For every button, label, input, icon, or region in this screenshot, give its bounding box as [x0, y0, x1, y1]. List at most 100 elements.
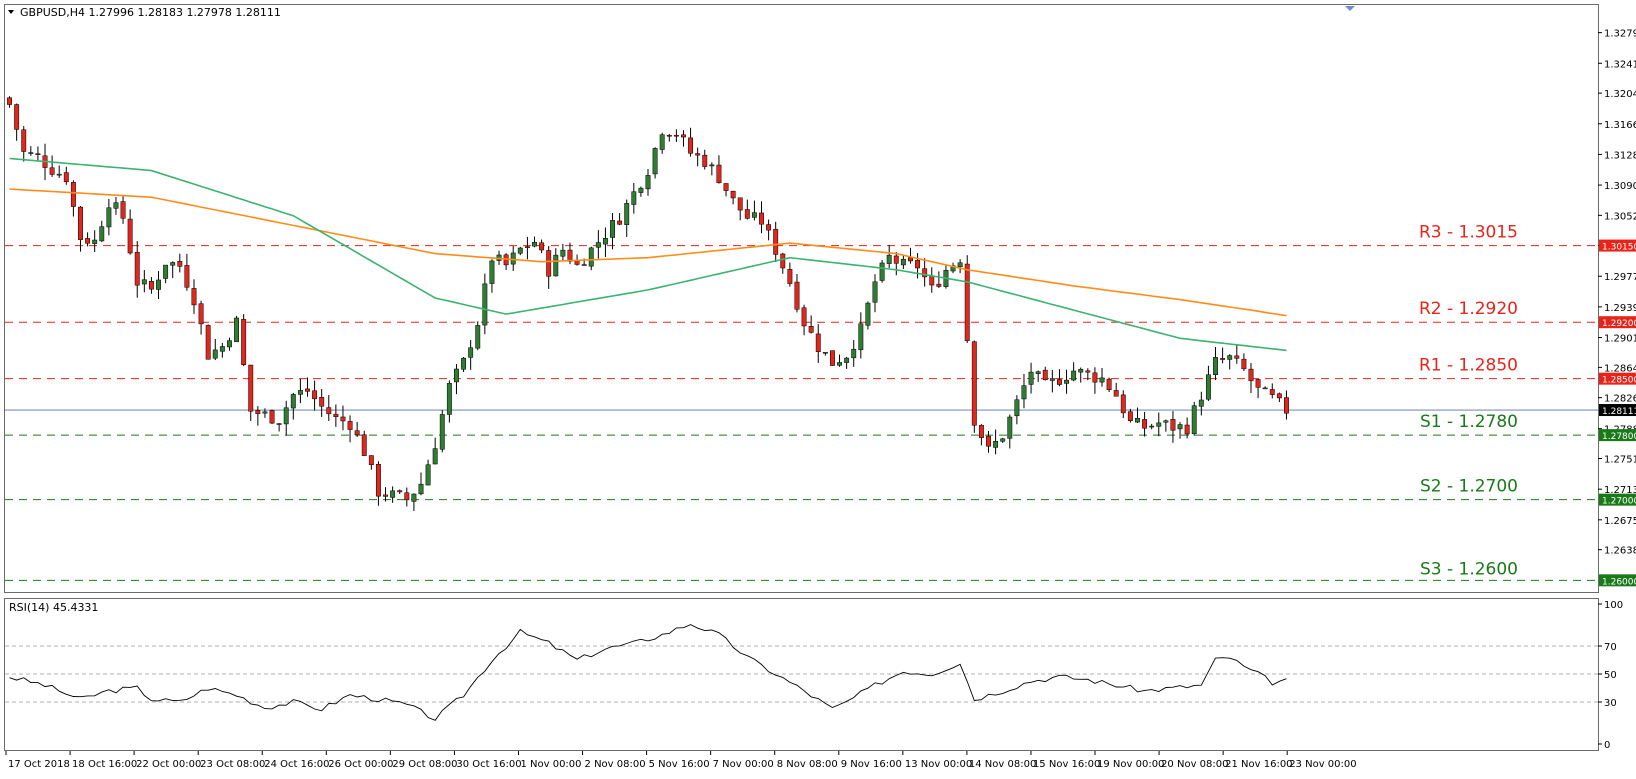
candle-bear: [808, 326, 814, 333]
candle-bull: [432, 448, 438, 465]
level-label-s3: S3 - 1.2600: [1420, 559, 1518, 579]
candle-bear: [929, 275, 935, 286]
candle-bear: [85, 238, 91, 244]
candle-bull: [28, 152, 34, 154]
candle-bull: [454, 368, 459, 383]
candle-bear: [148, 280, 154, 290]
candle-bear: [673, 134, 679, 137]
time-axis-label: 24 Oct 16:00: [264, 759, 329, 770]
candle-bear: [829, 350, 835, 366]
candle-bull: [425, 464, 431, 486]
level-tag-text: 1.27800: [1602, 432, 1636, 442]
candle-bear: [773, 228, 779, 255]
candle-bear: [567, 249, 573, 262]
candle-bear: [248, 364, 254, 412]
candle-bull: [1135, 417, 1140, 423]
candle-bear: [539, 242, 545, 251]
current-price-tag-text: 1.28111: [1602, 407, 1636, 417]
candle-bull: [957, 262, 963, 268]
candle-bull: [283, 407, 289, 425]
candle-bear: [581, 264, 587, 266]
candle-bear: [361, 434, 367, 456]
level-tag-r3: [1599, 239, 1636, 252]
time-axis-label: 20 Nov 08:00: [1161, 759, 1228, 770]
time-axis-label: 21 Nov 16:00: [1225, 759, 1292, 770]
candle-bull: [1227, 355, 1233, 360]
candle-bear: [893, 255, 899, 264]
candle-bear: [730, 190, 736, 199]
candle-bull: [553, 254, 559, 277]
candle-bull: [517, 247, 523, 254]
candle-bear: [198, 303, 204, 325]
candle-bull: [1099, 377, 1105, 383]
candle-bull: [276, 423, 282, 425]
candle-bear: [1284, 397, 1289, 414]
current-price-tag: [1599, 404, 1636, 417]
candle-bull: [900, 258, 906, 266]
candle-bear: [1056, 379, 1062, 385]
candle-bull: [297, 390, 303, 395]
price-axis-label: 1.32410: [1604, 59, 1636, 70]
candle-bull: [837, 362, 842, 366]
candle-bear: [134, 251, 140, 286]
candle-bear: [7, 97, 12, 105]
candle-bull: [844, 357, 850, 363]
candle-bull: [1205, 374, 1211, 400]
candle-bear: [177, 261, 183, 267]
axes: 1.32790 1.32410 1.32040 1.31660 1.31280 1.309…: [5, 29, 1636, 770]
level-label-r3: R3 - 1.3015: [1419, 223, 1518, 243]
candle-bear: [312, 390, 318, 400]
candle-bull: [610, 220, 615, 238]
candle-bear: [936, 283, 942, 287]
candle-bull: [709, 164, 715, 167]
level-label-r1: R1 - 1.2850: [1419, 356, 1518, 376]
moving-average-slow: [9, 188, 1287, 317]
candle-bull: [141, 279, 147, 285]
price-axis-label: 1.29390: [1604, 303, 1636, 314]
time-axis-label: 2 Nov 08:00: [585, 759, 646, 770]
candle-bear: [404, 492, 410, 501]
candle-bull: [163, 264, 169, 279]
candle-bear: [688, 137, 694, 154]
candle-bear: [574, 260, 580, 265]
rsi-axis-label: 50: [1604, 670, 1617, 681]
candle-bull: [1035, 371, 1041, 374]
price-axis-label: 1.27130: [1604, 485, 1636, 496]
candle-bear: [964, 263, 970, 341]
level-tag-r1: [1599, 372, 1636, 385]
candle-bull: [645, 175, 651, 190]
price-axis-label: 1.30525: [1604, 211, 1636, 222]
price-axis-label: 1.28640: [1604, 363, 1636, 374]
time-axis-label: 23 Oct 08:00: [200, 759, 265, 770]
candle-bull: [170, 262, 176, 266]
symbol-header: GBPUSD,H4 1.27996 1.28183 1.27978 1.2811…: [20, 6, 281, 19]
candle-bull: [993, 441, 999, 448]
rsi-axis-label: 0: [1604, 740, 1610, 751]
candle-bear: [191, 288, 197, 306]
candle-bull: [227, 340, 232, 348]
collapse-triangle-icon[interactable]: [8, 10, 14, 14]
shift-marker-icon[interactable]: [1345, 6, 1355, 11]
candle-bull: [1028, 371, 1034, 385]
level-tag-r2: [1599, 316, 1636, 329]
candle-bull: [1014, 399, 1020, 417]
candle-bear: [1269, 389, 1275, 395]
candle-bear: [787, 269, 793, 284]
candle-bear: [1113, 390, 1119, 397]
time-axis-label: 26 Oct 00:00: [328, 759, 393, 770]
rsi-axis-label: 70: [1604, 642, 1617, 653]
candle-bear: [922, 268, 928, 278]
level-tag-text: 1.29200: [1602, 319, 1636, 329]
candle-bear: [78, 206, 83, 240]
candle-bear: [801, 307, 807, 327]
time-axis-label: 13 Nov 00:00: [905, 759, 972, 770]
candle-bull: [858, 323, 864, 351]
candle-bull: [1213, 357, 1218, 375]
time-axis-label: 1 Nov 00:00: [520, 759, 581, 770]
level-label-s2: S2 - 1.2700: [1420, 477, 1518, 497]
price-axis-label: 1.30900: [1604, 181, 1636, 192]
candle-bear: [1120, 394, 1126, 414]
